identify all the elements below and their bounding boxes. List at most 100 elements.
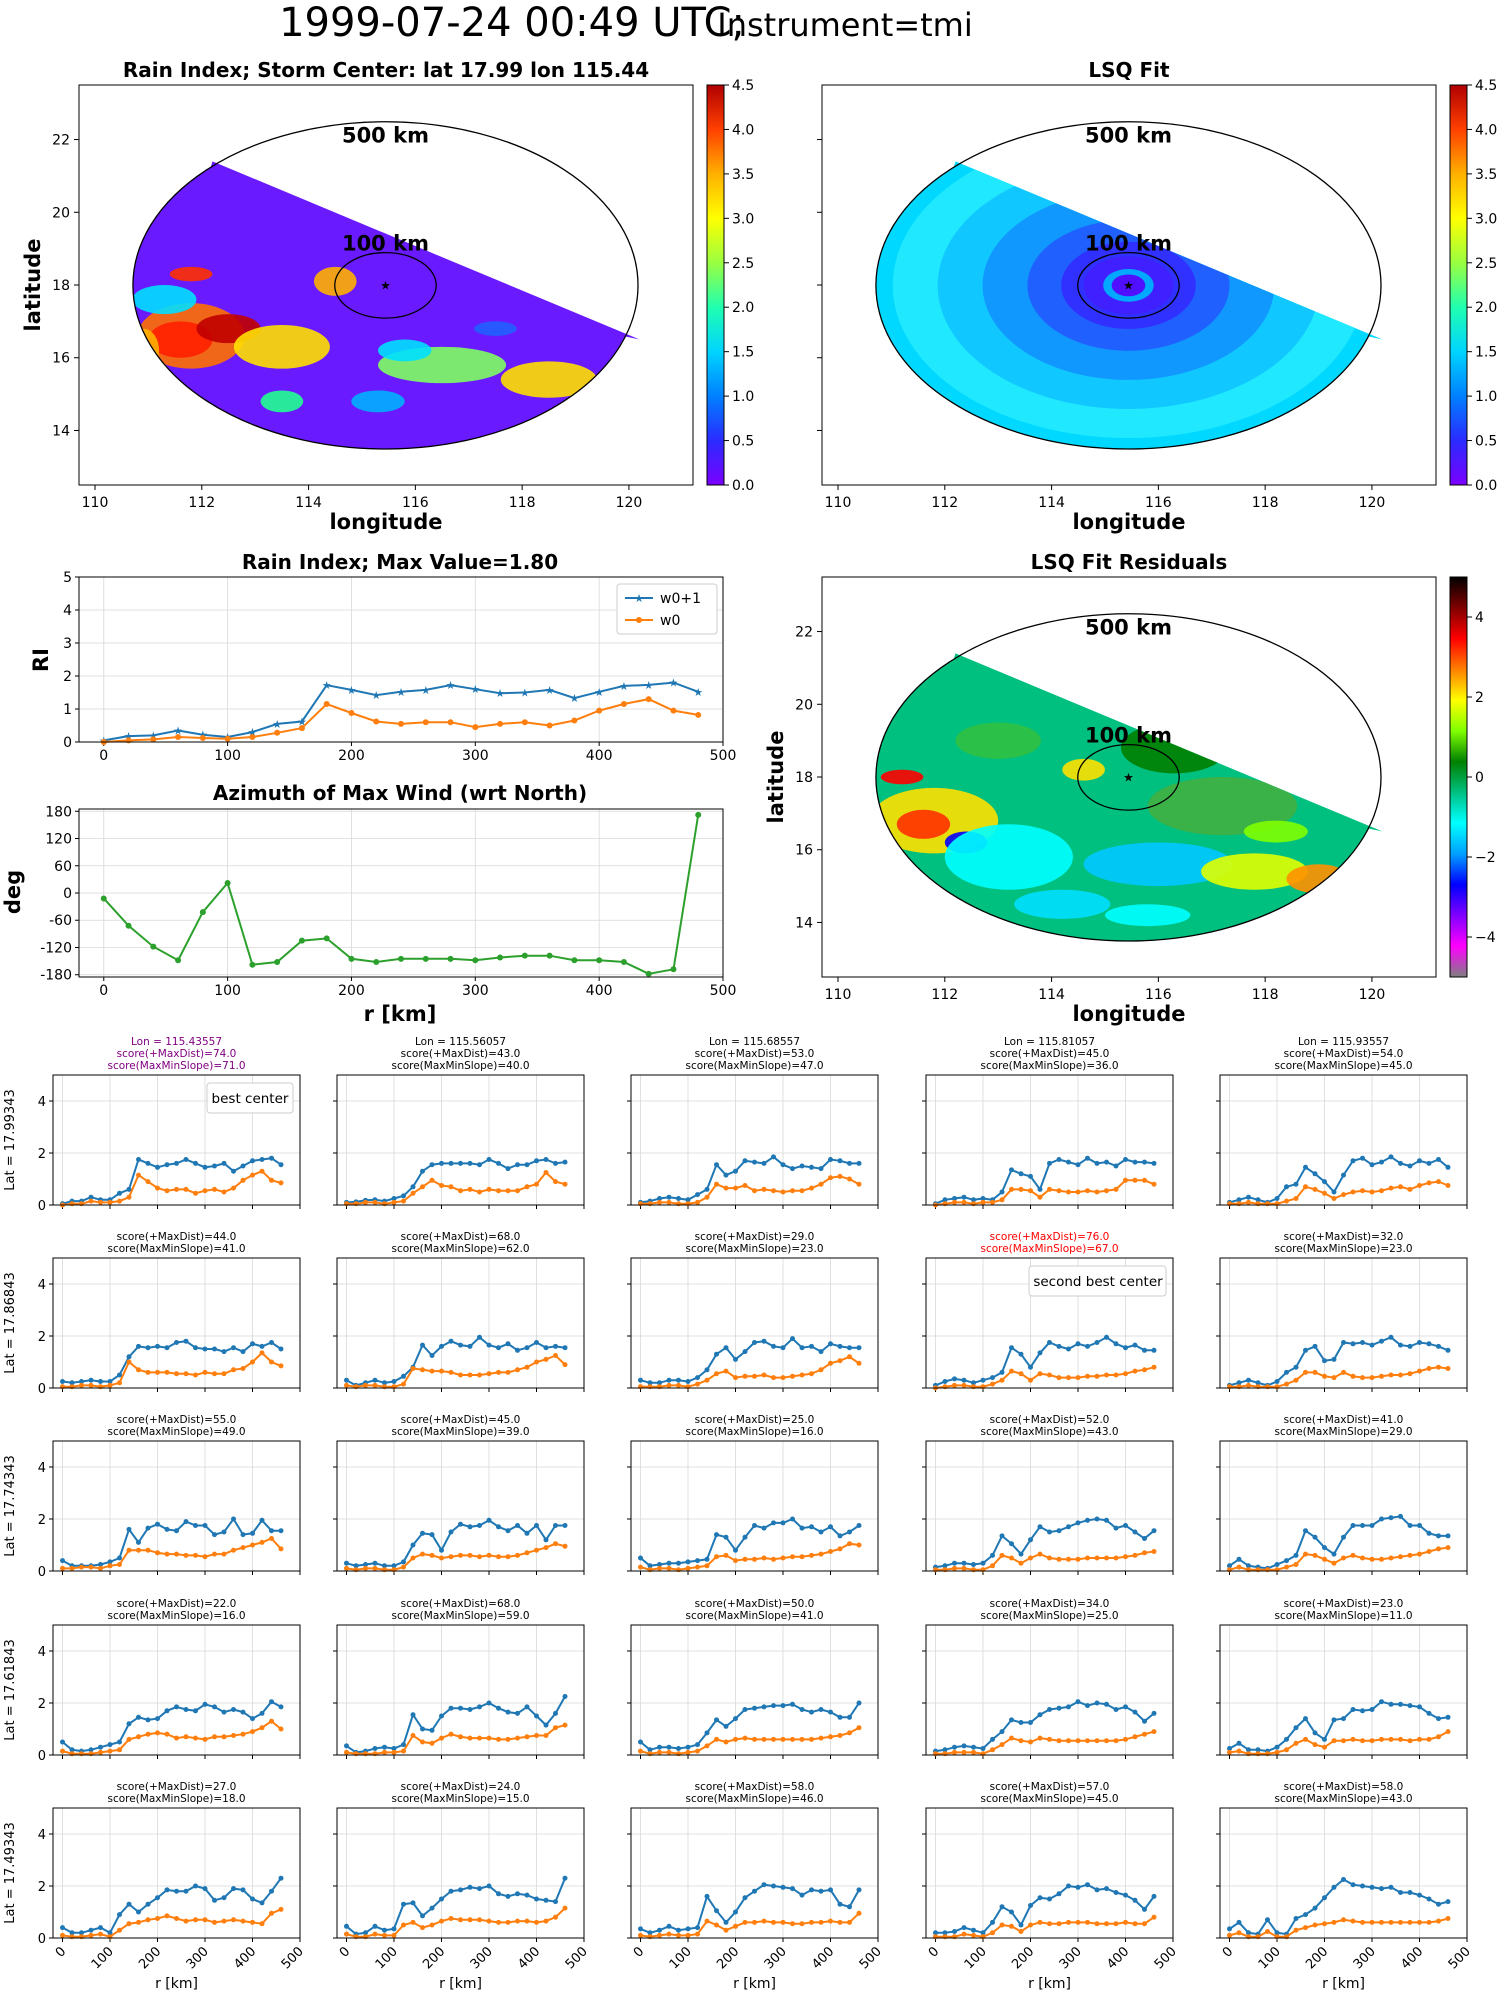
map-field-patch xyxy=(1083,842,1234,887)
data-point xyxy=(174,1186,179,1192)
data-point xyxy=(1028,1720,1033,1725)
data-point xyxy=(1341,1534,1346,1540)
data-point xyxy=(1303,1925,1308,1931)
data-point xyxy=(809,1164,814,1170)
map-xtick-label: 112 xyxy=(188,495,215,511)
data-point xyxy=(1407,1163,1413,1169)
data-point xyxy=(837,1546,843,1552)
data-point xyxy=(1094,1555,1100,1561)
xtick-label: 300 xyxy=(184,1944,212,1972)
data-point xyxy=(1417,1368,1422,1374)
data-point xyxy=(117,1555,122,1561)
data-point xyxy=(174,1160,179,1166)
data-point xyxy=(1426,1530,1432,1536)
data-point xyxy=(780,1703,786,1709)
plot-frame xyxy=(52,1440,301,1572)
data-point xyxy=(1436,1179,1441,1185)
data-point xyxy=(505,1166,511,1172)
data-point: ★ xyxy=(371,689,381,702)
subplot-r4-c3: score(+MaxDist)=57.0score(MaxMinSlope)=4… xyxy=(922,1781,1180,1992)
data-point xyxy=(1407,1890,1413,1895)
data-point xyxy=(107,1379,113,1384)
data-point xyxy=(240,1709,246,1715)
xtick-label: 0 xyxy=(1220,1944,1236,1960)
data-point xyxy=(344,1377,349,1383)
data-point xyxy=(60,1739,65,1745)
subplot-title-line: score(MaxMinSlope)=47.0 xyxy=(685,1060,823,1072)
data-point xyxy=(1227,1749,1232,1755)
data-point xyxy=(298,937,305,944)
data-point xyxy=(98,1925,103,1931)
data-point: ★ xyxy=(520,687,530,700)
data-point xyxy=(1303,1716,1308,1722)
data-point xyxy=(136,1909,141,1915)
map-fit-ring xyxy=(1111,274,1146,297)
plot-frame xyxy=(630,1257,879,1389)
map-ytick-label: 14 xyxy=(795,915,813,931)
xtick-label: 500 xyxy=(279,1944,307,1972)
data-point xyxy=(771,1188,776,1194)
data-point xyxy=(952,1376,957,1382)
data-point xyxy=(259,1921,265,1927)
data-point xyxy=(60,1558,65,1564)
data-point xyxy=(534,1340,539,1345)
data-point xyxy=(620,959,627,966)
data-point xyxy=(657,1199,662,1205)
data-point xyxy=(771,1520,776,1526)
xtick-label: 500 xyxy=(1446,1944,1474,1972)
data-point xyxy=(666,1744,672,1750)
data-point xyxy=(100,895,107,902)
data-point xyxy=(1066,1738,1071,1744)
data-point xyxy=(1037,1735,1043,1741)
data-point xyxy=(458,1342,463,1348)
data-point xyxy=(847,1176,852,1182)
data-point xyxy=(1341,1172,1346,1178)
data-point xyxy=(1085,1703,1090,1709)
data-point xyxy=(771,1883,776,1889)
data-point xyxy=(472,724,479,731)
data-point xyxy=(752,1888,757,1894)
data-point xyxy=(562,1159,568,1165)
data-point xyxy=(269,1536,274,1541)
data-point xyxy=(952,1744,957,1750)
data-point xyxy=(990,1563,995,1569)
legend-label: w0 xyxy=(660,613,680,629)
data-point xyxy=(1331,1884,1337,1890)
data-point: ★ xyxy=(272,718,282,731)
data-point xyxy=(1388,1515,1394,1521)
data-point xyxy=(401,1742,406,1748)
data-point xyxy=(596,957,603,964)
data-point xyxy=(1407,1371,1413,1377)
data-point xyxy=(155,1164,160,1170)
data-point xyxy=(363,1199,368,1205)
data-point xyxy=(1360,1188,1365,1194)
data-point xyxy=(562,1543,568,1549)
data-point xyxy=(1293,1916,1299,1921)
data-point xyxy=(1009,1717,1014,1723)
data-point xyxy=(269,1910,274,1916)
xtick-label: 200 xyxy=(420,1944,448,1972)
data-point xyxy=(790,1166,795,1172)
data-point xyxy=(372,1199,378,1205)
data-point xyxy=(136,1157,141,1162)
data-point xyxy=(1284,1564,1289,1570)
data-point xyxy=(952,1196,957,1201)
data-point xyxy=(348,955,355,962)
data-point xyxy=(88,1927,94,1933)
data-point xyxy=(136,1919,141,1925)
data-point xyxy=(486,1517,492,1523)
data-point xyxy=(145,1917,151,1923)
map-xtick-label: 116 xyxy=(402,495,429,511)
data-point xyxy=(274,959,281,966)
data-point xyxy=(458,1521,463,1527)
data-point xyxy=(534,1523,539,1528)
data-point xyxy=(666,1923,672,1929)
data-point xyxy=(1445,1714,1451,1720)
plot-background xyxy=(1220,1441,1467,1571)
data-point xyxy=(647,1930,653,1936)
map-xtick-label: 114 xyxy=(1038,495,1065,511)
map-field-patch xyxy=(880,769,924,785)
data-point xyxy=(723,1185,729,1191)
data-point xyxy=(553,1343,558,1349)
data-point xyxy=(1113,1163,1119,1169)
